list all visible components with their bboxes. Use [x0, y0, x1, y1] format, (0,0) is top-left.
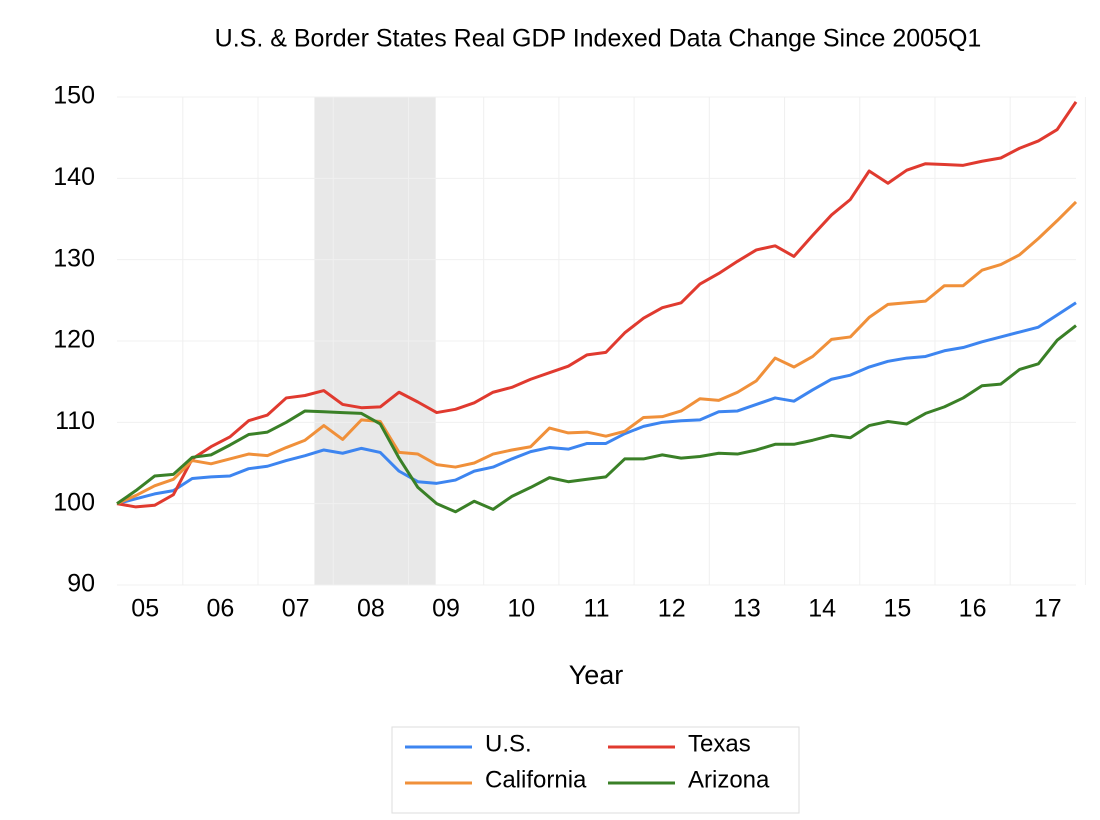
y-tick-label: 150 — [53, 82, 95, 110]
y-tick-label: 130 — [53, 244, 95, 272]
series-line — [116, 101, 1078, 509]
x-tick-label: 10 — [507, 595, 535, 623]
legend-label: U.S. — [485, 730, 532, 757]
y-tick-label: 110 — [55, 407, 95, 435]
y-tick-label: 120 — [53, 326, 95, 354]
x-tick-label: 06 — [207, 595, 235, 623]
legend-label: Arizona — [688, 766, 770, 793]
series-line — [116, 301, 1077, 506]
x-tick-label: 17 — [1034, 595, 1062, 623]
y-tick-label: 90 — [67, 570, 95, 598]
x-tick-label: 11 — [584, 595, 610, 623]
x-tick-label: 13 — [733, 595, 761, 623]
y-tick-label: 140 — [53, 163, 95, 191]
x-axis-title: Year — [569, 660, 624, 690]
legend-label: Texas — [688, 730, 751, 757]
x-tick-label: 07 — [282, 595, 310, 623]
chart-title: U.S. & Border States Real GDP Indexed Da… — [215, 25, 982, 53]
y-tick-label: 100 — [53, 488, 95, 516]
legend-box — [391, 726, 800, 814]
series-line — [116, 324, 1077, 514]
x-tick-label: 15 — [883, 595, 911, 623]
x-tick-label: 05 — [131, 595, 159, 623]
legend-label: California — [485, 766, 587, 793]
x-tick-label: 09 — [432, 595, 460, 623]
x-tick-label: 08 — [357, 595, 385, 623]
x-tick-label: 14 — [808, 595, 836, 623]
series-line — [116, 200, 1078, 506]
x-tick-label: 12 — [658, 595, 686, 623]
x-tick-label: 16 — [959, 595, 987, 623]
